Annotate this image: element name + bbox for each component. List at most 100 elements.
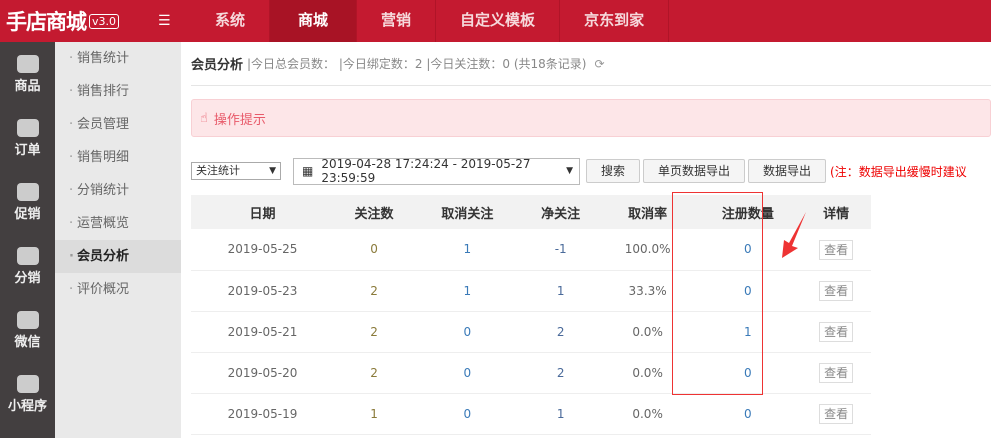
main-content: 会员分析 |今日总会员数： |今日绑定数：2 |今日关注数：0 (共18条记录) ⟳…	[191, 42, 991, 435]
sidebar-item[interactable]: 小程序	[0, 362, 55, 426]
table-cell: 0.0%	[600, 352, 695, 394]
top-bar: 手店商城 v3.0 ☰ 系统 商城 营销 自定义模板 京东到家	[0, 0, 991, 42]
column-header: 详情	[801, 195, 871, 229]
sidebar-item[interactable]: 分销	[0, 234, 55, 298]
table-cell: 0	[414, 352, 521, 394]
export-button[interactable]: 数据导出	[748, 159, 827, 183]
top-nav: 系统 商城 营销 自定义模板 京东到家	[191, 0, 670, 42]
tip-panel[interactable]: ☝ 操作提示	[191, 99, 991, 137]
submenu-item[interactable]: 会员分析	[55, 240, 181, 273]
pie-chart-icon	[16, 374, 39, 393]
table-cell: -1	[520, 229, 601, 271]
table-cell: 2019-05-19	[191, 393, 335, 435]
tip-label: 操作提示	[213, 112, 266, 128]
sidebar-item-label: 促销	[14, 206, 41, 222]
table-cell: 查看	[801, 270, 871, 312]
table-row: 2019-05-20 2 0 2 0.0% 0 查看	[191, 352, 871, 394]
sidebar-item-label: 订单	[14, 142, 41, 158]
view-button[interactable]: 查看	[819, 239, 854, 260]
table-cell: 0	[334, 229, 415, 271]
nav-item[interactable]: 系统	[191, 0, 271, 42]
refresh-icon[interactable]: ⟳	[594, 56, 605, 71]
export-note: (注：数据导出缓慢时建议	[830, 164, 967, 179]
sidebar-item-label: 小程序	[7, 398, 47, 414]
view-button[interactable]: 查看	[819, 363, 854, 383]
logo-text: 手店商城	[6, 10, 87, 34]
column-header: 注册数量	[694, 195, 802, 229]
stats-summary: |今日总会员数： |今日绑定数：2 |今日关注数：0 (共18条记录)	[247, 57, 587, 71]
table-cell: 2	[334, 311, 415, 353]
table-cell: 0	[694, 393, 802, 435]
table-cell: 2019-05-25	[191, 229, 335, 271]
table-cell: 2	[520, 311, 601, 353]
table-row: 2019-05-23 2 1 1 33.3% 0 查看	[191, 270, 871, 312]
column-header: 净关注	[520, 195, 601, 229]
table-cell: 2019-05-21	[191, 311, 335, 353]
view-button[interactable]: 查看	[819, 322, 854, 342]
table-cell: 2	[334, 270, 415, 312]
table-cell: 0.0%	[600, 311, 695, 353]
table-cell: 2	[520, 352, 601, 394]
user-pen-icon	[16, 246, 39, 265]
table-cell: 0.0%	[600, 393, 695, 435]
menu-toggle-icon[interactable]: ☰	[158, 13, 171, 29]
submenu-item[interactable]: 销售统计	[55, 42, 181, 75]
basket-icon	[16, 118, 39, 137]
dropdown-arrow-icon: ▼	[269, 166, 276, 176]
page-title: 会员分析	[191, 58, 244, 73]
sidebar-item[interactable]: 商品	[0, 42, 55, 106]
table-cell: 33.3%	[600, 270, 695, 312]
table-cell: 0	[414, 393, 521, 435]
column-header: 取消关注	[414, 195, 521, 229]
table-cell: 1	[334, 393, 415, 435]
date-range-input[interactable]: ▦ 2019-04-28 17:24:24 - 2019-05-27 23:59:…	[293, 157, 580, 185]
table-row: 2019-05-25 0 1 -1 100.0% 0 查看	[191, 229, 871, 271]
version-badge: v3.0	[89, 13, 120, 29]
submenu-item[interactable]: 分销统计	[55, 174, 181, 207]
page-header: 会员分析 |今日总会员数： |今日绑定数：2 |今日关注数：0 (共18条记录) ⟳	[191, 42, 991, 86]
filter-bar: 关注统计 ▼ ▦ 2019-04-28 17:24:24 - 2019-05-27 …	[191, 157, 991, 185]
nav-item[interactable]: 商城	[270, 0, 358, 42]
search-button[interactable]: 搜索	[586, 159, 641, 183]
submenu-item[interactable]: 销售排行	[55, 75, 181, 108]
nav-item[interactable]: 营销	[357, 0, 437, 42]
table-cell: 0	[414, 311, 521, 353]
table-cell: 1	[520, 270, 601, 312]
submenu-item[interactable]: 评价概况	[55, 273, 181, 306]
type-select[interactable]: 关注统计 ▼	[191, 162, 281, 180]
table-cell: 0	[694, 270, 802, 312]
highlight-box	[672, 192, 763, 395]
nav-item[interactable]: 京东到家	[560, 0, 670, 42]
sidebar-item[interactable]: 促销	[0, 170, 55, 234]
type-select-value: 关注统计	[196, 164, 240, 177]
table-cell: 1	[694, 311, 802, 353]
table-cell: 查看	[801, 393, 871, 435]
annotation-arrow-icon	[782, 212, 806, 258]
submenu-item[interactable]: 运营概览	[55, 207, 181, 240]
table-cell: 1	[520, 393, 601, 435]
table-cell: 2	[334, 352, 415, 394]
table-cell: 查看	[801, 311, 871, 353]
sidebar-item-label: 微信	[14, 334, 41, 350]
table-cell: 查看	[801, 352, 871, 394]
date-range-value: 2019-04-28 17:24:24 - 2019-05-27 23:59:5…	[321, 157, 531, 185]
view-button[interactable]: 查看	[819, 281, 854, 301]
column-header: 日期	[191, 195, 335, 229]
table-cell: 100.0%	[600, 229, 695, 271]
main-sidebar: 商品订单促销分销微信小程序	[0, 42, 55, 438]
column-header: 关注数	[334, 195, 415, 229]
sidebar-item[interactable]: 订单	[0, 106, 55, 170]
sidebar-item-label: 分销	[14, 270, 41, 286]
nav-item[interactable]: 自定义模板	[436, 0, 561, 42]
sidebar-item-label: 商品	[14, 78, 41, 94]
sidebar-item[interactable]: 微信	[0, 298, 55, 362]
cash-register-icon	[16, 310, 39, 329]
submenu-item[interactable]: 销售明细	[55, 141, 181, 174]
submenu-item[interactable]: 会员管理	[55, 108, 181, 141]
caret-down-icon: ▼	[566, 166, 573, 176]
table-cell: 2019-05-23	[191, 270, 335, 312]
view-button[interactable]: 查看	[819, 404, 854, 424]
table-row: 2019-05-19 1 0 1 0.0% 0 查看	[191, 393, 871, 435]
table-cell: 1	[414, 229, 521, 271]
export-page-button[interactable]: 单页数据导出	[643, 159, 746, 183]
